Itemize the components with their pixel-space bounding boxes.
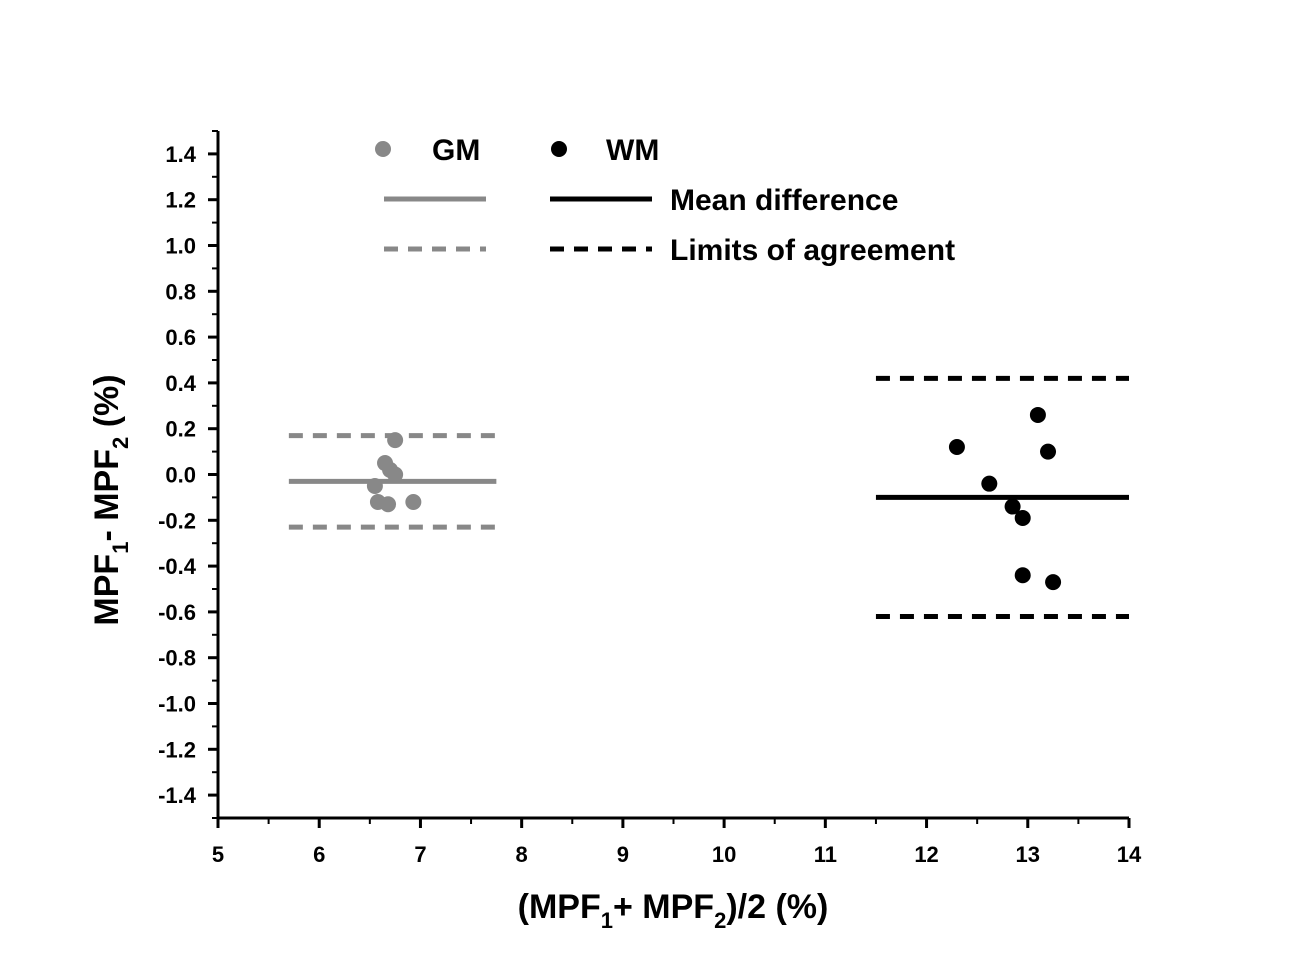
legend-wm-marker xyxy=(551,141,567,157)
wm-point xyxy=(948,439,965,456)
gm-point xyxy=(405,493,422,510)
y-tick-label: -0.4 xyxy=(158,554,197,579)
wm-point xyxy=(1014,567,1031,584)
x-tick-label: 13 xyxy=(1016,842,1040,867)
wm-point xyxy=(1029,406,1046,423)
gm-point xyxy=(387,432,404,449)
y-tick-label: 1.0 xyxy=(165,234,196,259)
plot-area xyxy=(288,375,1129,619)
legend-mean-label: Mean difference xyxy=(670,184,898,217)
x-tick-label: 11 xyxy=(814,842,837,867)
wm-point xyxy=(1014,510,1031,527)
wm-point xyxy=(1040,443,1057,460)
wm-point xyxy=(981,475,998,492)
x-tick-label: 8 xyxy=(516,842,528,867)
y-tick-label: -0.6 xyxy=(158,600,196,625)
legend: GM WM Mean difference Limits of agreemen… xyxy=(375,134,955,267)
y-axis-title: MPF1- MPF2 (%) xyxy=(88,374,133,625)
x-tick-label: 12 xyxy=(914,842,938,867)
x-tick-label: 9 xyxy=(617,842,629,867)
axes: -1.4 -1.2 -1.0 -0.8 -0.6 -0.4 -0.2 0.0 0.2 0.4 0.6… xyxy=(158,130,1142,867)
y-tick-label: 1.2 xyxy=(165,188,196,213)
x-tick-label: 5 xyxy=(212,842,224,867)
wm-point xyxy=(1004,498,1021,515)
wm-point xyxy=(1045,574,1062,591)
y-tick-label: 0.0 xyxy=(165,463,196,488)
x-tick-label: 10 xyxy=(712,842,736,867)
y-tick-label: 0.4 xyxy=(165,371,196,396)
legend-gm-marker xyxy=(375,141,391,157)
x-tick-label: 6 xyxy=(313,842,325,867)
gm-point xyxy=(380,496,397,513)
y-tick-label: -1.4 xyxy=(158,783,197,808)
y-tick-label: -1.2 xyxy=(158,737,196,762)
legend-limits-label: Limits of agreement xyxy=(670,234,955,267)
y-tick-label: -0.8 xyxy=(158,646,196,671)
x-tick-label: 14 xyxy=(1117,842,1142,867)
y-tick-label: 1.4 xyxy=(165,142,196,167)
y-tick-label: 0.8 xyxy=(165,279,196,304)
legend-gm-label: GM xyxy=(432,134,480,167)
y-tick-label: -0.2 xyxy=(158,508,196,533)
y-tick-label: 0.6 xyxy=(165,325,196,350)
gm-point xyxy=(366,477,383,494)
gm-point xyxy=(387,466,404,483)
y-tick-label: 0.2 xyxy=(165,417,196,442)
y-tick-label: -1.0 xyxy=(158,692,196,717)
x-tick-label: 7 xyxy=(414,842,426,867)
legend-wm-label: WM xyxy=(606,134,659,167)
x-axis-title: (MPF1+ MPF2)/2 (%) xyxy=(518,888,829,933)
